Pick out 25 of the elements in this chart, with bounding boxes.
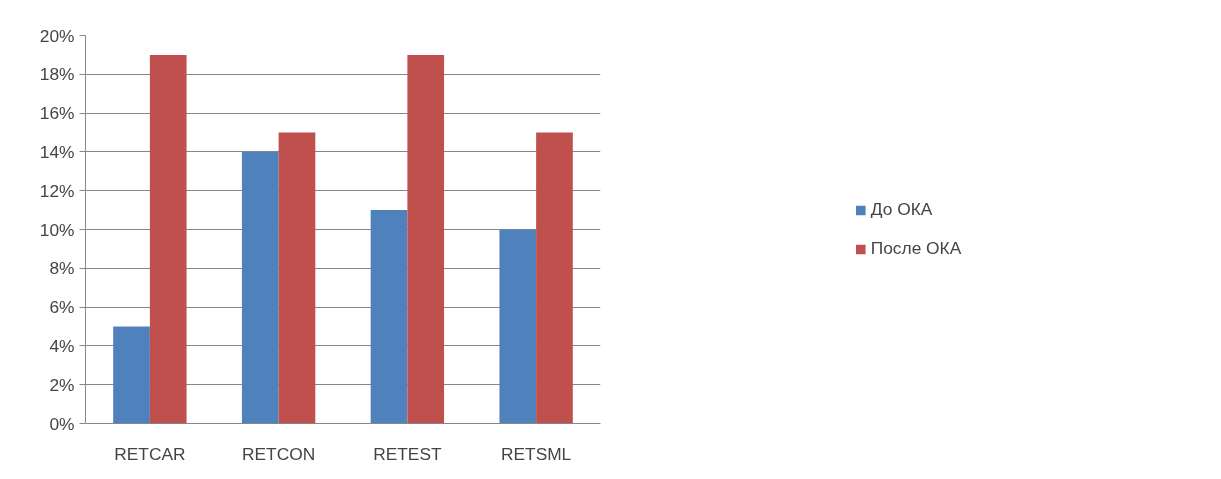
y-tick-label: 10% — [39, 219, 75, 240]
bar — [113, 326, 150, 424]
y-tick-label: 4% — [49, 335, 75, 356]
y-tick-label: 14% — [39, 141, 75, 162]
y-tick-label: 6% — [49, 297, 75, 318]
y-tick-label: 18% — [39, 64, 75, 85]
y-tick-label: 8% — [49, 258, 75, 279]
legend-label: После ОКА — [870, 238, 962, 259]
x-tick-label: RETCON — [242, 443, 316, 464]
y-tick-label: 2% — [49, 374, 75, 395]
bar — [536, 132, 573, 424]
bar — [407, 54, 445, 424]
y-tick-label: 12% — [39, 180, 75, 201]
bar — [278, 132, 316, 424]
x-tick-label: RETEST — [373, 443, 442, 464]
y-tick-label: 0% — [49, 413, 75, 434]
bar — [149, 54, 187, 424]
bar — [499, 229, 537, 424]
x-tick-label: RETCAR — [114, 443, 186, 464]
legend-label: До ОКА — [870, 199, 933, 220]
bar — [370, 210, 408, 424]
y-tick-label: 16% — [39, 103, 75, 124]
bar — [241, 151, 279, 424]
x-tick-label: RETSML — [500, 443, 572, 464]
y-tick-label: 20% — [39, 25, 75, 46]
